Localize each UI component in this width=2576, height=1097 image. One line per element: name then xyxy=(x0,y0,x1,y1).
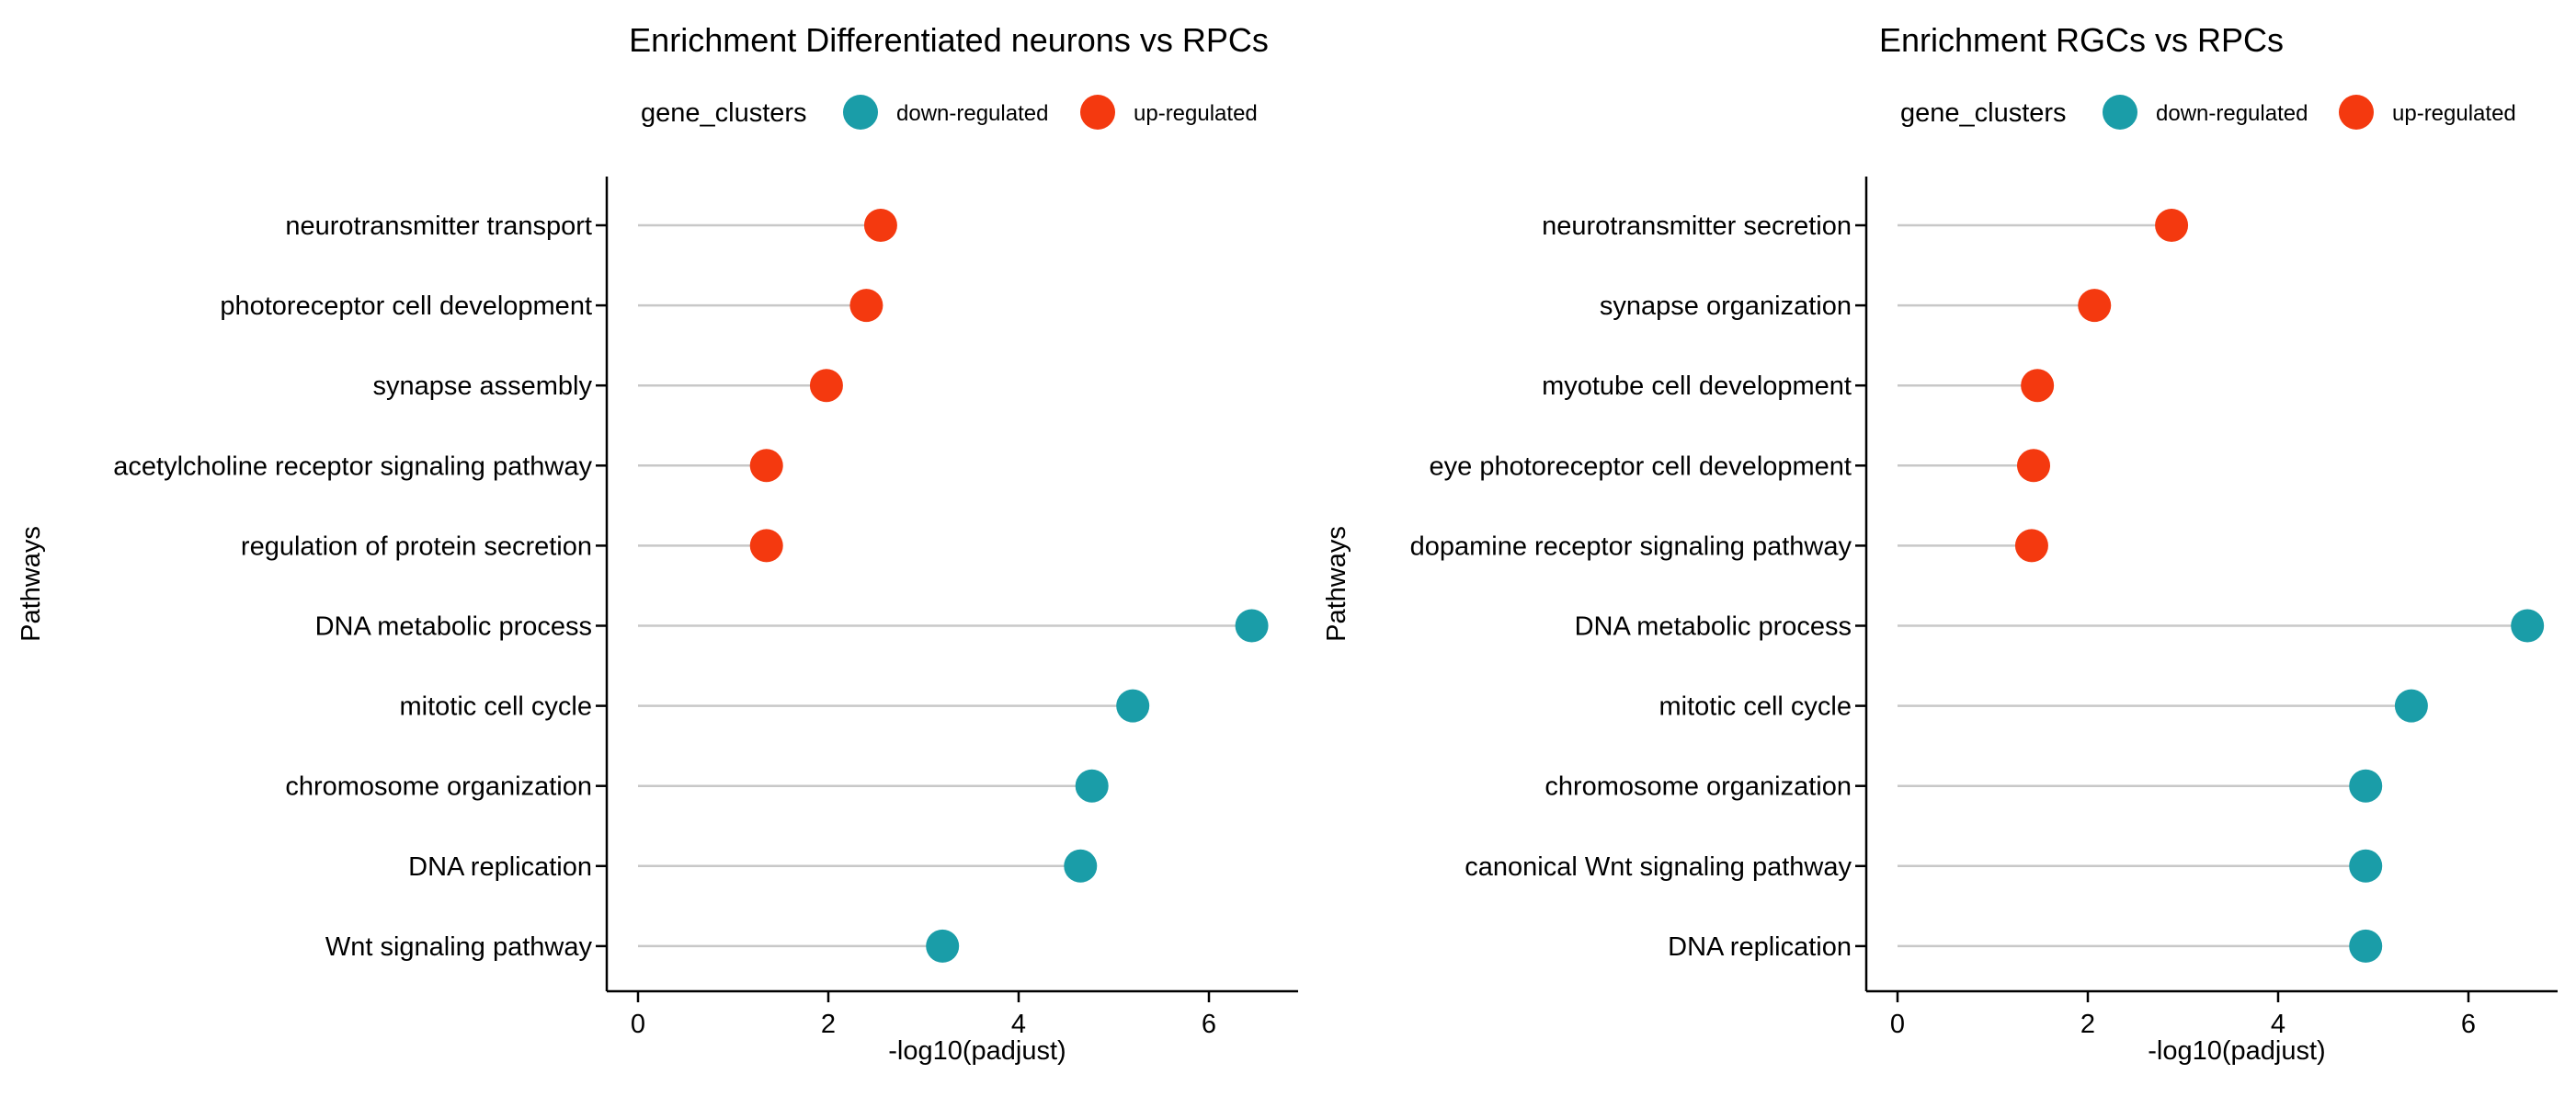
lollipop-point xyxy=(2014,529,2048,563)
chart-panel-1: Enrichment Differentiated neurons vs RPC… xyxy=(17,21,1298,1066)
y-tick-label: Wnt signaling pathway xyxy=(325,932,593,962)
legend-swatch-down-regulated xyxy=(2103,95,2137,130)
legend-title: gene_clusters xyxy=(641,98,807,128)
lollipop-point xyxy=(2349,769,2383,803)
y-axis-label: Pathways xyxy=(17,526,46,642)
lollipop-point xyxy=(749,529,783,563)
x-tick-label: 4 xyxy=(2271,1010,2285,1039)
y-axis-label: Pathways xyxy=(1322,526,1351,642)
x-tick-label: 4 xyxy=(1011,1010,1026,1039)
x-tick-label: 2 xyxy=(821,1010,836,1039)
y-tick-label: photoreceptor cell development xyxy=(220,291,592,321)
legend: gene_clusters down-regulated up-regulated xyxy=(1900,95,2516,130)
lollipop-point xyxy=(863,209,897,242)
x-tick-label: 6 xyxy=(1202,1010,1216,1039)
y-tick-label: synapse organization xyxy=(1600,291,1852,321)
lollipop-point xyxy=(2021,369,2055,403)
chart-title: Enrichment RGCs vs RPCs xyxy=(1879,21,2284,59)
chart-title: Enrichment Differentiated neurons vs RPC… xyxy=(629,21,1269,59)
y-tick-label: DNA metabolic process xyxy=(315,612,592,642)
legend-swatch-up-regulated xyxy=(2339,95,2374,130)
y-tick-label: chromosome organization xyxy=(285,772,592,802)
lollipop-point xyxy=(926,929,960,963)
x-tick-label: 0 xyxy=(1890,1010,1905,1039)
legend-label-down-regulated: down-regulated xyxy=(896,101,1048,126)
lollipop-point xyxy=(2017,449,2051,483)
y-tick-label: neurotransmitter transport xyxy=(285,211,592,241)
legend-swatch-up-regulated xyxy=(1080,95,1115,130)
y-tick-label: DNA metabolic process xyxy=(1575,612,1852,642)
lollipop-point xyxy=(1064,849,1098,883)
y-tick-label: synapse assembly xyxy=(372,371,592,401)
y-tick-label: DNA replication xyxy=(408,852,592,882)
legend-title: gene_clusters xyxy=(1900,98,2067,128)
lollipop-point xyxy=(749,449,783,483)
x-tick-label: 0 xyxy=(631,1010,645,1039)
legend-label-down-regulated: down-regulated xyxy=(2156,101,2308,126)
x-axis-label: -log10(padjust) xyxy=(888,1036,1066,1066)
chart-panel-2: Enrichment RGCs vs RPCs gene_clusters down… xyxy=(1322,21,2558,1066)
lollipop-point xyxy=(2394,689,2428,723)
legend-label-up-regulated: up-regulated xyxy=(2392,101,2516,126)
legend-swatch-down-regulated xyxy=(843,95,878,130)
lollipop-point xyxy=(2511,609,2545,643)
y-tick-label: dopamine receptor signaling pathway xyxy=(1410,531,1852,561)
y-tick-label: mitotic cell cycle xyxy=(1659,692,1852,722)
y-tick-label: acetylcholine receptor signaling pathway xyxy=(113,451,592,481)
y-tick-label: canonical Wnt signaling pathway xyxy=(1465,852,1852,882)
y-tick-label: neurotransmitter secretion xyxy=(1542,211,1852,241)
x-tick-label: 2 xyxy=(2080,1010,2095,1039)
lollipop-point xyxy=(1116,689,1150,723)
lollipop-point xyxy=(2349,929,2383,963)
y-tick-label: myotube cell development xyxy=(1542,371,1852,401)
lollipop-point xyxy=(2349,849,2383,883)
lollipop-point xyxy=(809,369,843,403)
y-tick-label: eye photoreceptor cell development xyxy=(1430,451,1852,481)
y-tick-label: DNA replication xyxy=(1668,932,1852,962)
y-tick-label: mitotic cell cycle xyxy=(400,692,593,722)
lollipop-point xyxy=(1075,769,1109,803)
y-tick-label: chromosome organization xyxy=(1544,772,1852,802)
lollipop-point xyxy=(849,289,883,323)
x-tick-label: 6 xyxy=(2461,1010,2476,1039)
x-axis-label: -log10(padjust) xyxy=(2148,1036,2325,1066)
y-tick-label: regulation of protein secretion xyxy=(241,531,592,561)
lollipop-point xyxy=(2155,209,2189,242)
lollipop-point xyxy=(2078,289,2112,323)
legend: gene_clusters down-regulated up-regulated xyxy=(641,95,1258,130)
lollipop-point xyxy=(1235,609,1269,643)
legend-label-up-regulated: up-regulated xyxy=(1134,101,1258,126)
